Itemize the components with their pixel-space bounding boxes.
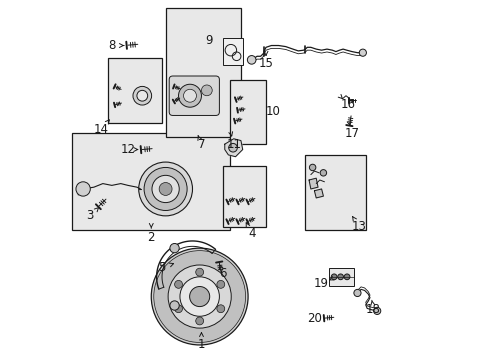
- Circle shape: [183, 89, 196, 102]
- Text: 5: 5: [158, 261, 165, 274]
- Text: 11: 11: [226, 138, 241, 150]
- Circle shape: [133, 86, 151, 105]
- Circle shape: [216, 305, 224, 313]
- Circle shape: [174, 280, 182, 288]
- Circle shape: [228, 143, 237, 152]
- Text: 7: 7: [197, 138, 205, 150]
- Text: 20: 20: [306, 311, 321, 325]
- Text: 19: 19: [313, 278, 328, 291]
- Bar: [223, 166, 265, 226]
- Text: 1: 1: [197, 338, 205, 351]
- Circle shape: [174, 305, 182, 313]
- Bar: [165, 8, 241, 137]
- Text: 12: 12: [120, 143, 135, 156]
- Circle shape: [168, 265, 231, 328]
- Text: 9: 9: [204, 33, 212, 47]
- Circle shape: [151, 248, 247, 345]
- Text: 3: 3: [86, 210, 94, 222]
- Polygon shape: [314, 189, 323, 198]
- Polygon shape: [224, 139, 242, 157]
- Circle shape: [201, 85, 212, 96]
- Circle shape: [178, 84, 201, 107]
- Circle shape: [169, 301, 179, 310]
- Text: 17: 17: [344, 127, 359, 140]
- Bar: [108, 58, 162, 123]
- Circle shape: [139, 162, 192, 216]
- Text: 8: 8: [108, 39, 115, 52]
- Bar: [72, 134, 230, 230]
- Polygon shape: [308, 178, 317, 189]
- Circle shape: [330, 274, 336, 280]
- Text: 16: 16: [340, 98, 355, 111]
- Bar: [223, 39, 242, 65]
- Circle shape: [159, 183, 172, 195]
- Circle shape: [247, 55, 255, 64]
- Text: 13: 13: [351, 220, 366, 233]
- Circle shape: [180, 277, 219, 316]
- Bar: [328, 268, 353, 286]
- Circle shape: [137, 90, 147, 101]
- Circle shape: [309, 164, 315, 171]
- Circle shape: [216, 280, 224, 288]
- Circle shape: [344, 274, 349, 280]
- Circle shape: [195, 317, 203, 325]
- Circle shape: [337, 274, 343, 280]
- Text: 2: 2: [147, 231, 155, 244]
- Circle shape: [76, 182, 90, 196]
- Circle shape: [320, 170, 326, 176]
- Circle shape: [189, 287, 209, 307]
- Text: 14: 14: [93, 123, 108, 136]
- Circle shape: [153, 251, 245, 342]
- Text: 18: 18: [366, 303, 380, 316]
- Circle shape: [169, 243, 179, 253]
- Circle shape: [152, 175, 179, 203]
- Bar: [305, 155, 366, 230]
- Text: 6: 6: [219, 267, 226, 280]
- Bar: [230, 80, 265, 144]
- Circle shape: [373, 307, 380, 315]
- Circle shape: [359, 49, 366, 56]
- Circle shape: [353, 289, 360, 297]
- Text: 4: 4: [247, 227, 255, 240]
- Circle shape: [144, 167, 187, 211]
- Circle shape: [195, 268, 203, 276]
- Text: 15: 15: [258, 57, 273, 70]
- FancyBboxPatch shape: [169, 76, 219, 116]
- Text: 10: 10: [265, 105, 280, 118]
